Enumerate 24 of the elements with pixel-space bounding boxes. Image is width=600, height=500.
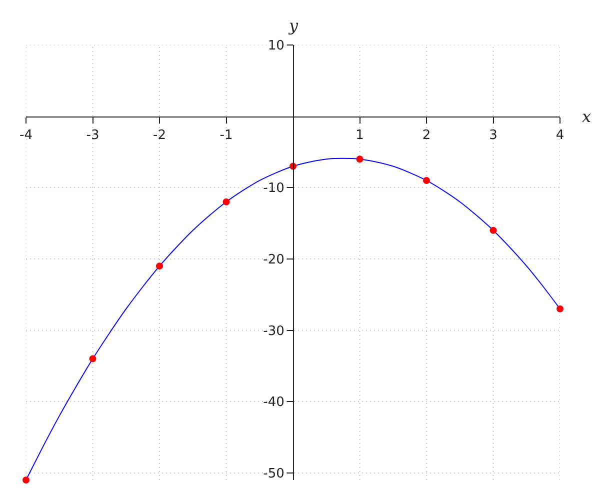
- x-tick-label: 3: [489, 128, 498, 143]
- y-tick-label: -30: [263, 324, 284, 339]
- x-tick-label: -2: [153, 128, 166, 143]
- y-tick-label: -20: [263, 252, 284, 268]
- x-tick-label: 2: [422, 128, 431, 143]
- x-tick-label: 4: [556, 128, 564, 143]
- y-tick-label: 10: [268, 38, 284, 54]
- x-tick-label: 1: [356, 128, 364, 143]
- point: [490, 226, 497, 234]
- y-tick-label: -10: [263, 181, 284, 196]
- point: [156, 262, 163, 270]
- y-tick-label: -50: [263, 466, 284, 482]
- point: [556, 305, 564, 312]
- point: [423, 176, 430, 184]
- point: [222, 198, 230, 206]
- point: [356, 156, 364, 163]
- x-axis-title: x: [582, 107, 592, 126]
- x-tick-label: -3: [86, 128, 100, 143]
- y-tick-label: -40: [263, 395, 284, 410]
- x-tick-label: -1: [220, 128, 233, 143]
- y-axis-title: y: [288, 16, 299, 35]
- point: [22, 476, 30, 484]
- point: [89, 355, 96, 362]
- x-tick-label: -4: [20, 128, 32, 143]
